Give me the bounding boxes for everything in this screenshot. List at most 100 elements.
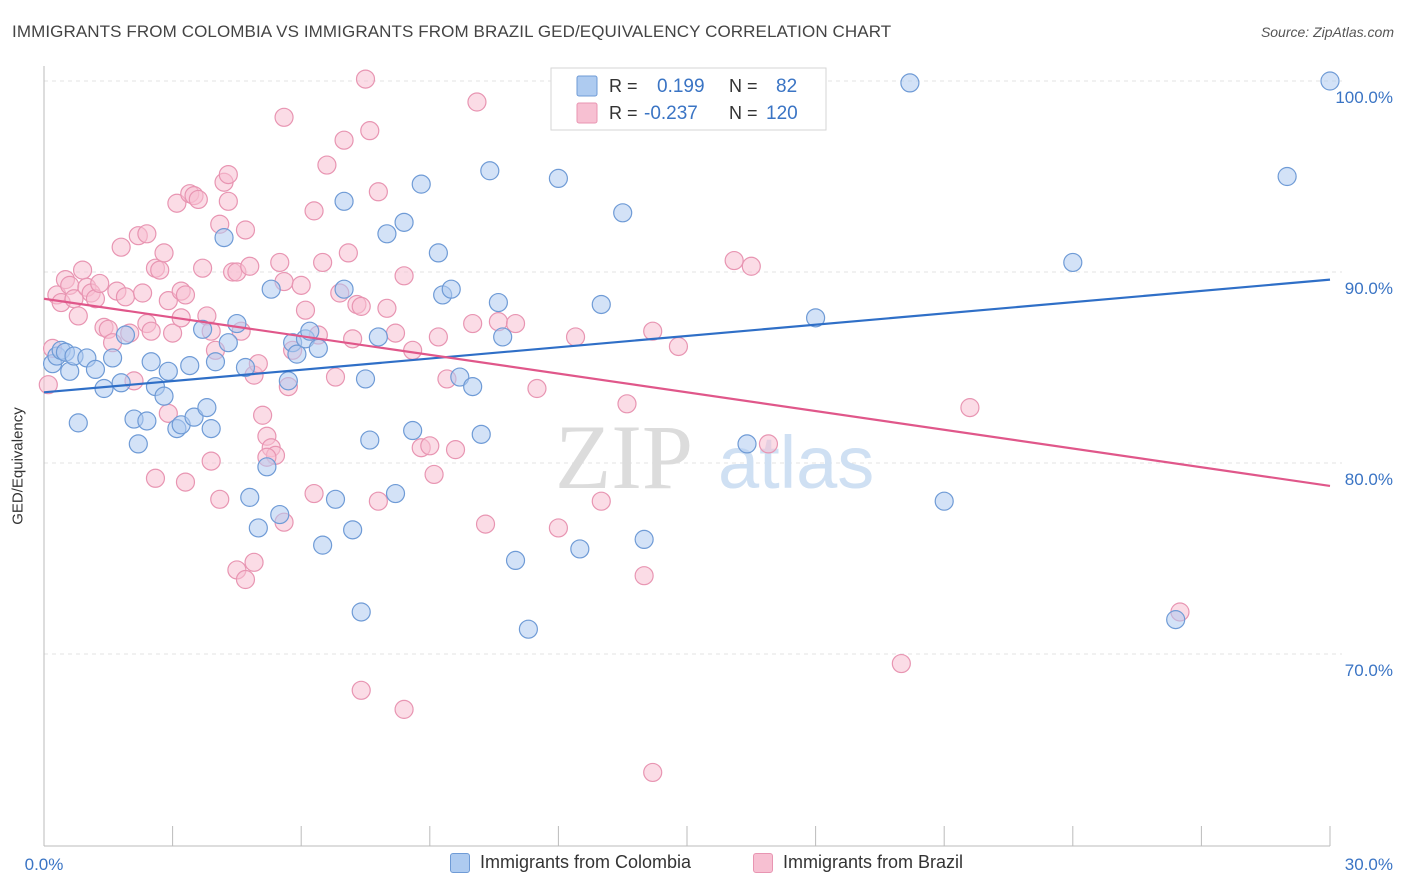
legend-item-brazil[interactable]: Immigrants from Brazil xyxy=(753,852,963,873)
brazil-point xyxy=(235,569,256,590)
colombia-point xyxy=(613,203,633,223)
brazil-point xyxy=(467,92,487,112)
colombia-point xyxy=(570,539,590,559)
brazil-point xyxy=(90,273,110,294)
colombia-point xyxy=(505,550,526,571)
colombia-point xyxy=(115,325,136,345)
colombia-point xyxy=(261,279,281,299)
y-tick-label: 100.0% xyxy=(1335,88,1393,107)
colombia-point xyxy=(450,367,470,387)
colombia-point xyxy=(154,386,174,406)
brazil-point xyxy=(634,566,654,586)
brazil-point xyxy=(548,518,569,538)
colombia-point xyxy=(351,602,371,622)
brazil-point xyxy=(741,256,761,276)
legend-n-label-brazil: N = xyxy=(729,103,758,123)
brazil-point xyxy=(377,298,397,318)
brazil-point xyxy=(111,237,131,257)
legend-n-label-colombia: N = xyxy=(729,76,758,96)
colombia-point xyxy=(403,420,423,441)
brazil-point xyxy=(218,191,238,211)
brazil-point xyxy=(115,287,136,307)
brazil-point xyxy=(420,436,440,456)
source-label: Source: ZipAtlas.com xyxy=(1260,24,1394,40)
brazil-point xyxy=(591,491,611,511)
brazil-point xyxy=(351,296,371,316)
brazil-point xyxy=(351,680,371,700)
colombia-point xyxy=(313,535,333,555)
legend-r-value-brazil: -0.237 xyxy=(644,103,698,124)
brazil-point xyxy=(891,653,911,674)
chart-title: IMMIGRANTS FROM COLOMBIA VS IMMIGRANTS F… xyxy=(12,22,892,41)
brazil-point xyxy=(527,378,547,399)
colombia-point xyxy=(325,489,346,509)
brazil-point xyxy=(291,275,311,295)
brazil-point xyxy=(304,201,324,221)
colombia-point xyxy=(428,243,448,263)
brazil-point xyxy=(253,405,273,425)
colombia-point xyxy=(548,168,569,189)
brazil-point xyxy=(188,189,208,210)
brazil-point xyxy=(317,155,337,175)
brazil-point xyxy=(505,313,526,334)
colombia-point xyxy=(158,361,178,381)
brazil-point xyxy=(175,285,196,305)
brazil-point xyxy=(325,367,346,387)
brazil-point xyxy=(150,260,170,280)
brazil-point xyxy=(145,468,166,488)
legend-swatch-brazil-bottom xyxy=(753,852,773,873)
colombia-point xyxy=(240,487,260,507)
colombia-point xyxy=(128,434,148,454)
colombia-point xyxy=(111,373,131,393)
colombia-point xyxy=(518,619,538,639)
colombia-point xyxy=(270,504,290,525)
brazil-point xyxy=(137,224,157,244)
brazil-point xyxy=(210,489,230,509)
colombia-point xyxy=(68,413,88,433)
colombia-point xyxy=(463,377,483,397)
colombia-point xyxy=(184,407,204,427)
watermark-zip: ZIP xyxy=(555,406,693,508)
brazil-point xyxy=(385,323,406,343)
brazil-point xyxy=(132,283,153,303)
brazil-point xyxy=(617,394,637,414)
brazil-point xyxy=(463,313,483,334)
legend-item-colombia[interactable]: Immigrants from Colombia xyxy=(450,852,691,873)
brazil-point xyxy=(313,252,333,273)
colombia-point xyxy=(737,434,757,454)
brazil-point xyxy=(154,243,174,263)
legend-swatch-colombia-bottom xyxy=(450,852,470,873)
x-tick-label: 30.0% xyxy=(1345,855,1393,874)
legend-r-value-colombia: 0.199 xyxy=(657,76,705,97)
colombia-point xyxy=(471,424,491,444)
colombia-point xyxy=(1063,252,1083,273)
x-tick-label: 0.0% xyxy=(25,855,64,874)
colombia-point xyxy=(235,357,256,378)
legend-label-brazil: Immigrants from Brazil xyxy=(783,852,964,872)
colombia-point xyxy=(1320,71,1340,91)
colombia-point xyxy=(355,369,376,389)
brazil-point xyxy=(428,327,448,347)
y-tick-label: 90.0% xyxy=(1345,279,1393,298)
brazil-point xyxy=(475,514,496,534)
brazil-point xyxy=(565,327,586,347)
brazil-point xyxy=(235,220,256,240)
brazil-point xyxy=(270,252,290,273)
colombia-point xyxy=(141,352,161,372)
brazil-point xyxy=(394,266,414,286)
colombia-point xyxy=(634,529,654,550)
colombia-point xyxy=(493,327,513,347)
brazil-point xyxy=(368,491,388,511)
colombia-point xyxy=(411,174,431,194)
tick-labels: 70.0% 80.0% 90.0% 100.0% 0.0% 30.0% xyxy=(25,88,1393,874)
colombia-point xyxy=(480,161,500,181)
y-tick-label: 70.0% xyxy=(1345,661,1393,680)
brazil-point xyxy=(38,375,58,395)
brazil-point xyxy=(334,130,354,150)
colombia-point xyxy=(334,279,354,299)
colombia-point xyxy=(1166,610,1186,630)
brazil-point xyxy=(758,434,779,454)
brazil-point xyxy=(72,260,93,280)
colombia-point xyxy=(591,294,611,315)
colombia-point xyxy=(385,483,406,504)
